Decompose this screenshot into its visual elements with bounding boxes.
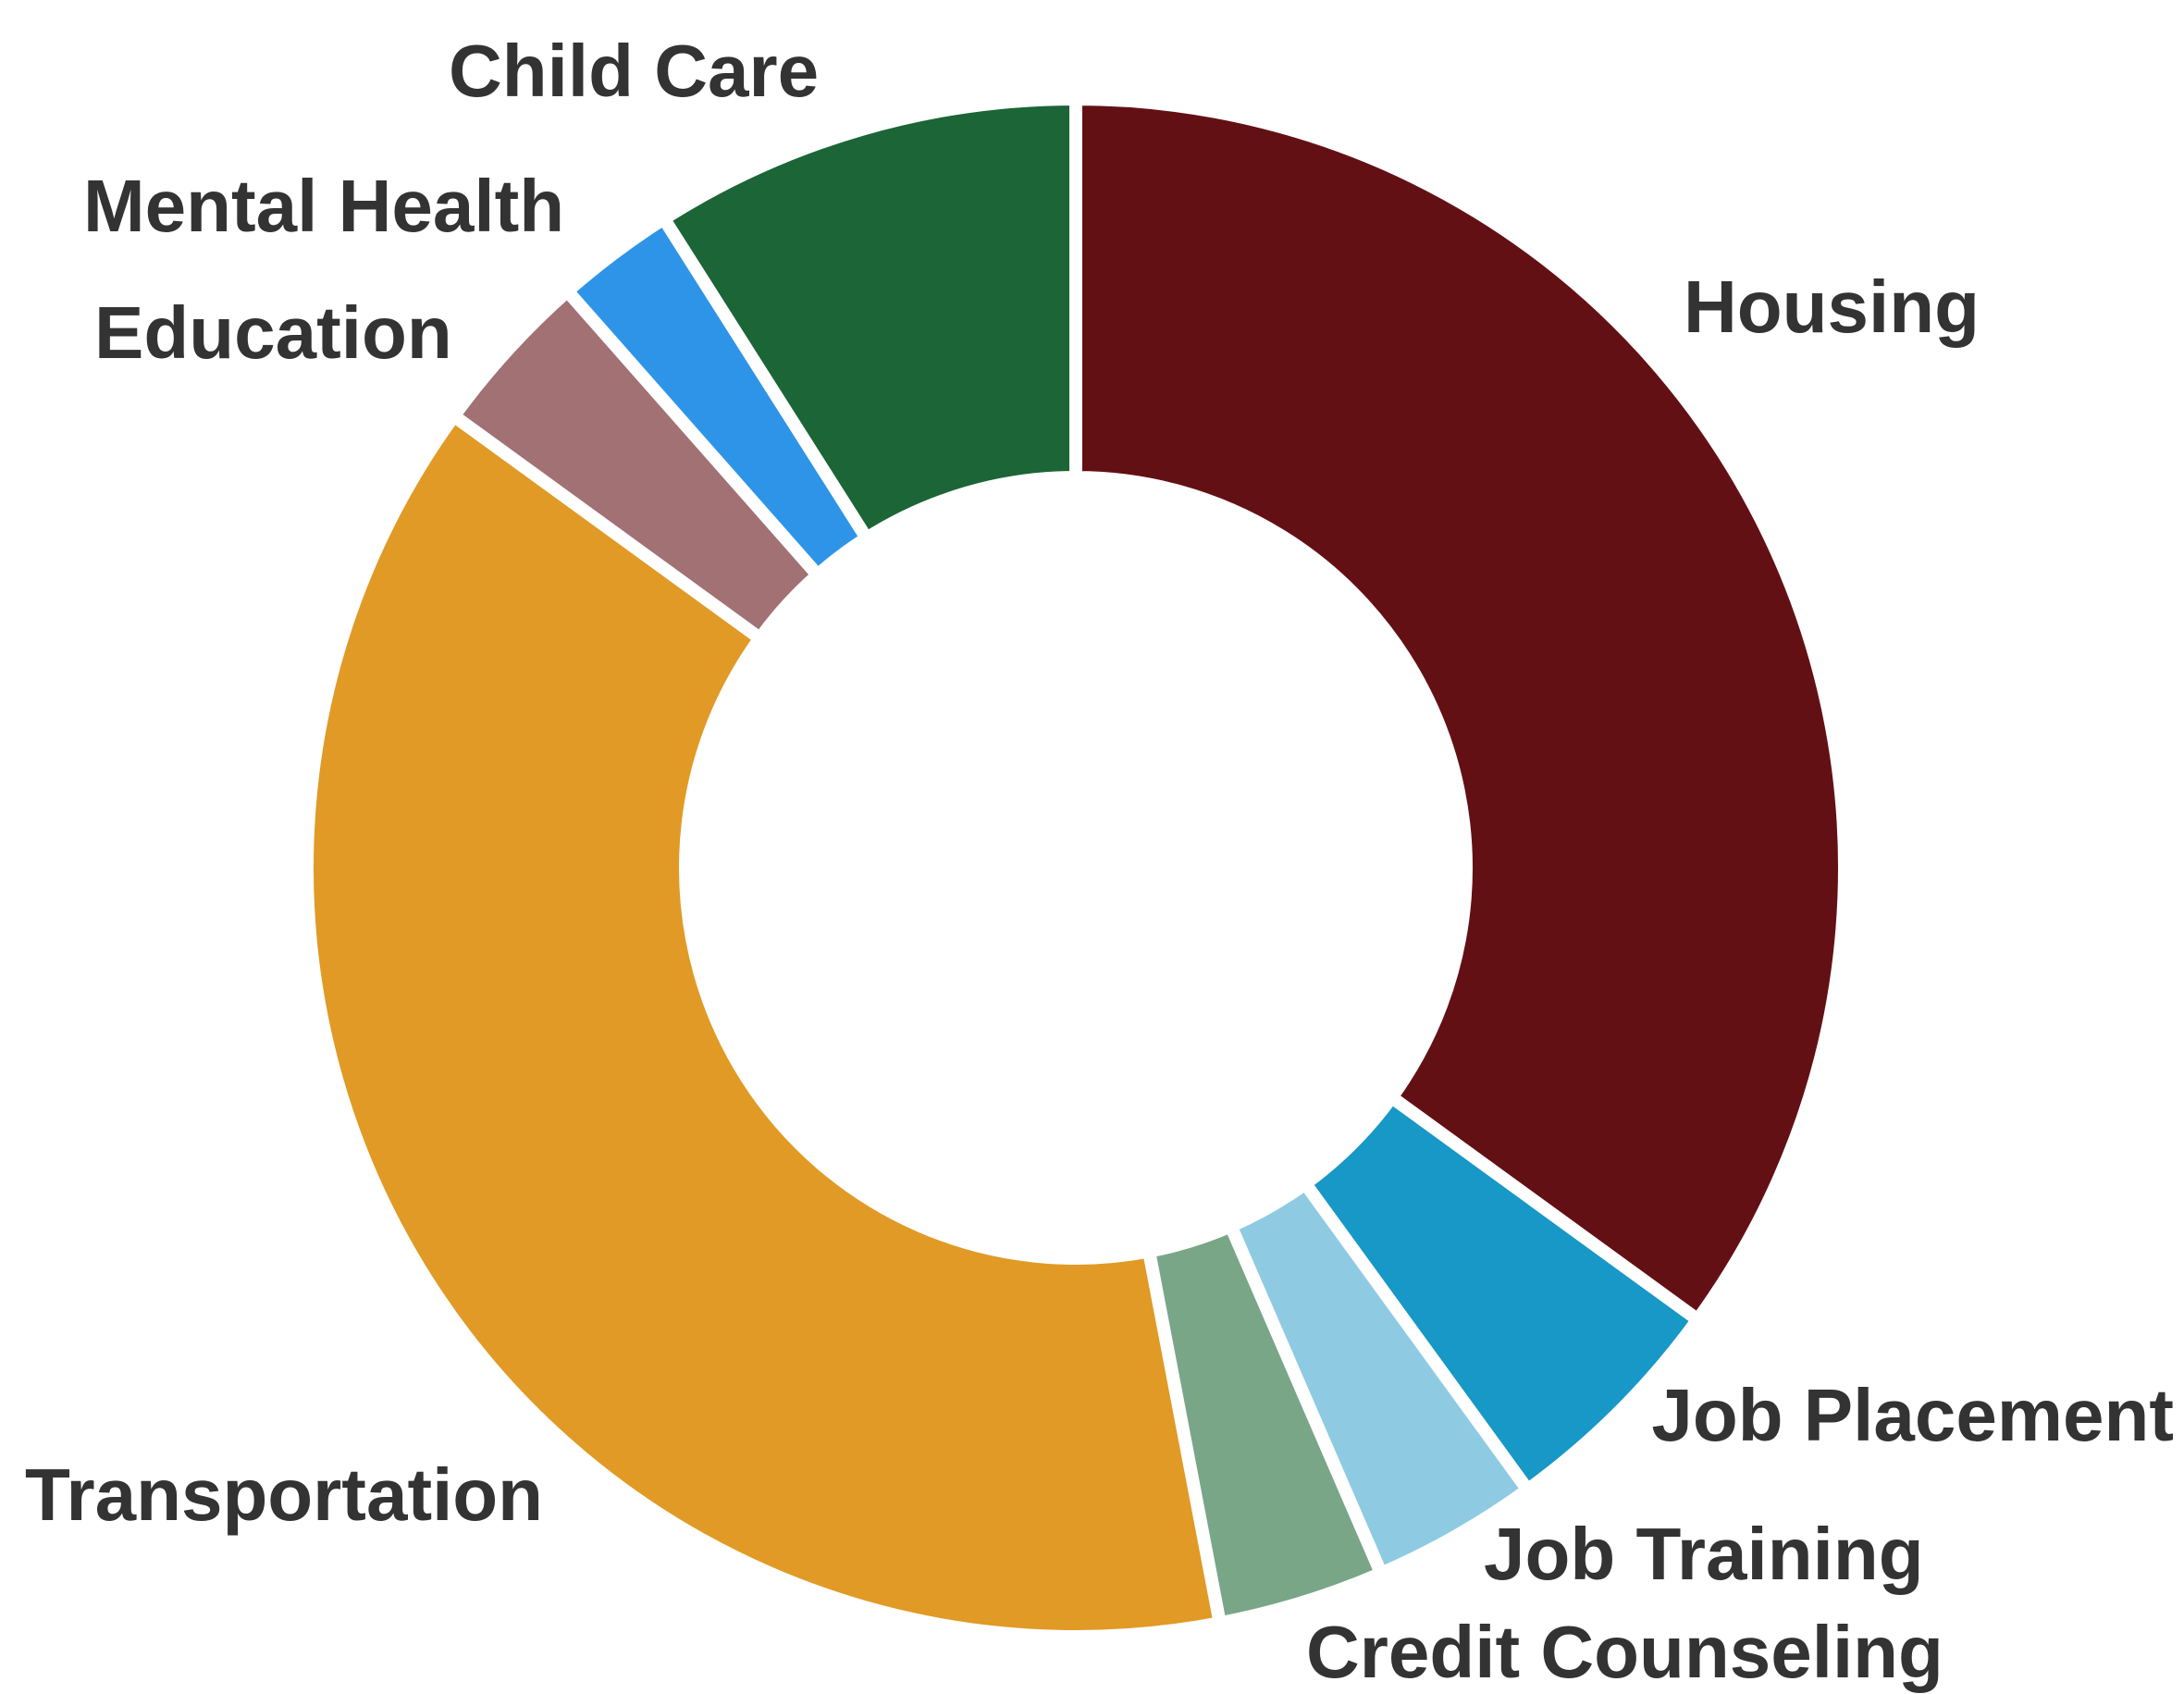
segment-label: Job Training xyxy=(1484,1513,1924,1595)
segment-label: Education xyxy=(94,291,452,374)
donut-segment xyxy=(1069,92,1851,1329)
segment-label: Housing xyxy=(1684,266,1980,348)
segment-label: Transportation xyxy=(25,1453,543,1536)
segment-label: Child Care xyxy=(449,30,819,112)
segment-label: Job Placement xyxy=(1651,1374,2174,1456)
donut-segment xyxy=(301,406,1228,1643)
donut-segment xyxy=(655,92,1082,548)
segment-label: Mental Health xyxy=(83,165,564,247)
segment-label: Credit Counseling xyxy=(1306,1611,1943,1693)
